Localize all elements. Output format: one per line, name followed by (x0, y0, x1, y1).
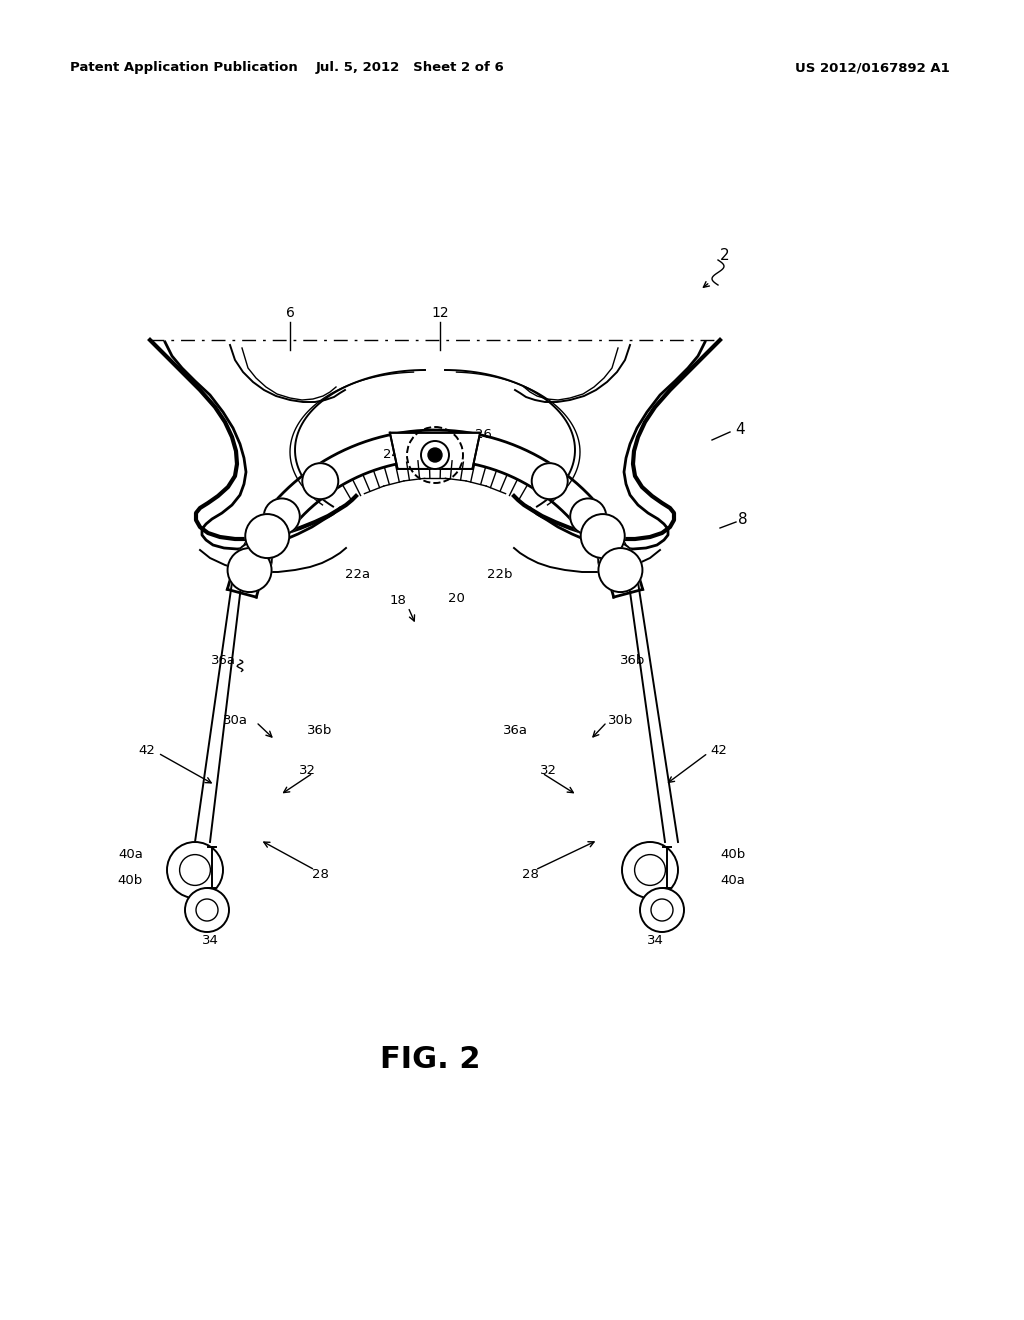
Circle shape (640, 888, 684, 932)
Text: Jul. 5, 2012   Sheet 2 of 6: Jul. 5, 2012 Sheet 2 of 6 (315, 62, 505, 74)
Circle shape (581, 513, 625, 558)
Text: 12: 12 (431, 306, 449, 319)
Circle shape (598, 548, 642, 593)
Circle shape (185, 888, 229, 932)
Circle shape (179, 854, 210, 886)
Circle shape (428, 447, 442, 462)
Text: 26: 26 (475, 429, 492, 441)
Circle shape (531, 463, 567, 499)
Text: 34: 34 (646, 933, 664, 946)
Circle shape (167, 842, 223, 898)
Text: US 2012/0167892 A1: US 2012/0167892 A1 (796, 62, 950, 74)
Circle shape (196, 899, 218, 921)
Circle shape (246, 513, 289, 558)
Circle shape (264, 499, 300, 535)
Text: 40b: 40b (118, 874, 143, 887)
Text: 40b: 40b (720, 849, 745, 862)
Circle shape (570, 499, 606, 535)
Text: 4: 4 (735, 422, 744, 437)
Text: 34: 34 (202, 933, 218, 946)
Text: 28: 28 (521, 869, 539, 882)
Circle shape (598, 543, 634, 578)
Text: 32: 32 (540, 763, 557, 776)
Text: 36b: 36b (306, 723, 332, 737)
Circle shape (651, 899, 673, 921)
Text: 22b: 22b (487, 569, 513, 582)
Text: 36a: 36a (211, 653, 236, 667)
Text: 40a: 40a (118, 849, 143, 862)
Text: 30a: 30a (223, 714, 248, 726)
Text: 20: 20 (447, 591, 465, 605)
Circle shape (302, 463, 338, 499)
Circle shape (622, 842, 678, 898)
Circle shape (227, 548, 271, 593)
Text: FIG. 2: FIG. 2 (380, 1045, 480, 1074)
Text: 42: 42 (710, 743, 727, 756)
Text: Patent Application Publication: Patent Application Publication (70, 62, 298, 74)
Polygon shape (390, 433, 480, 469)
Text: 30b: 30b (608, 714, 634, 726)
Text: 22a: 22a (345, 569, 371, 582)
Text: 2: 2 (720, 248, 730, 263)
Circle shape (236, 543, 271, 578)
Text: 6: 6 (286, 306, 295, 319)
Text: 36a: 36a (503, 723, 528, 737)
Circle shape (635, 854, 666, 886)
Text: 36b: 36b (620, 653, 645, 667)
Text: 28: 28 (311, 869, 329, 882)
Text: 32: 32 (299, 763, 316, 776)
Text: 18: 18 (389, 594, 407, 606)
Text: 24: 24 (383, 449, 400, 462)
Text: 8: 8 (738, 512, 748, 528)
Circle shape (421, 441, 449, 469)
Text: 42: 42 (138, 743, 155, 756)
Text: 40a: 40a (720, 874, 744, 887)
